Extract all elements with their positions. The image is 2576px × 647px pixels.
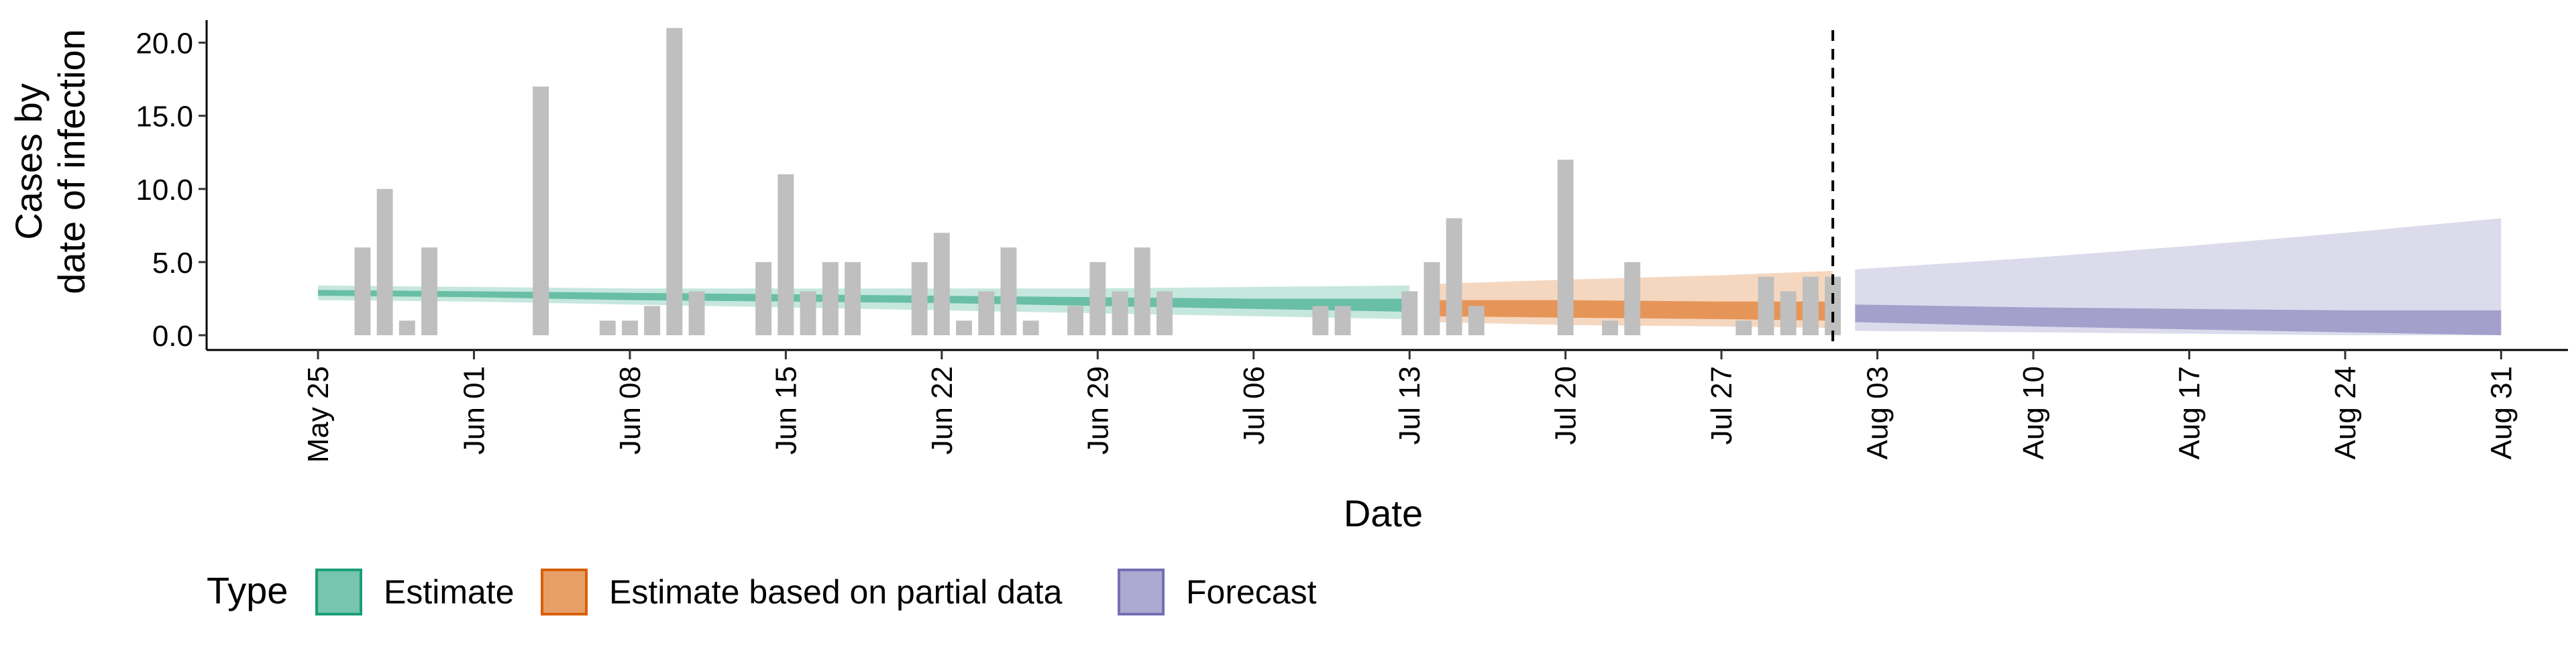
x-tick-label: Jul 13 bbox=[1393, 366, 1426, 445]
legend-label-2: Forecast bbox=[1186, 573, 1317, 611]
y-axis-label-line: date of infection bbox=[50, 29, 93, 294]
case-bar bbox=[1067, 306, 1083, 335]
case-bar bbox=[755, 261, 772, 335]
legend-key-2 bbox=[1118, 569, 1165, 615]
case-bar bbox=[533, 86, 549, 335]
x-tick-label: Aug 10 bbox=[2017, 366, 2050, 459]
legend-key-1 bbox=[541, 569, 588, 615]
case-bar bbox=[956, 320, 972, 335]
case-bar bbox=[1134, 247, 1150, 335]
x-tick-label: Aug 31 bbox=[2485, 366, 2518, 459]
x-tick-label: Jul 20 bbox=[1550, 366, 1582, 445]
y-tick-label: 20.0 bbox=[136, 27, 193, 60]
case-bar bbox=[1334, 306, 1351, 335]
case-bar bbox=[1446, 218, 1462, 335]
x-tick-label: Jun 08 bbox=[614, 366, 647, 455]
case-bar bbox=[688, 291, 705, 335]
case-bar bbox=[822, 261, 839, 335]
x-tick-label: Jun 01 bbox=[458, 366, 491, 455]
case-bar bbox=[1468, 306, 1485, 335]
case-bar bbox=[911, 261, 928, 335]
case-bar bbox=[1803, 276, 1819, 335]
x-tick-label: Jun 22 bbox=[926, 366, 959, 455]
case-bar bbox=[1089, 261, 1106, 335]
case-bar bbox=[1112, 291, 1128, 335]
case-bar bbox=[599, 320, 616, 335]
legend-title: Type bbox=[207, 569, 288, 611]
x-tick-label: Jun 15 bbox=[769, 366, 802, 455]
case-bar bbox=[777, 174, 794, 335]
legend-key-0 bbox=[315, 569, 362, 615]
case-bar bbox=[354, 247, 371, 335]
case-bar bbox=[1758, 276, 1774, 335]
reported-case-bars bbox=[354, 27, 1841, 336]
x-tick-label: Aug 24 bbox=[2329, 366, 2362, 459]
case-bar bbox=[1312, 306, 1329, 335]
case-bar bbox=[666, 27, 683, 336]
case-bar bbox=[622, 320, 638, 335]
y-tick-label: 15.0 bbox=[136, 101, 193, 133]
axes: 0.0 5.0 10.0 15.0 20.0 May 25 Jun 01 Jun 08 Jun … bbox=[136, 20, 2568, 463]
x-tick-label: Aug 03 bbox=[1862, 366, 1894, 459]
case-bar bbox=[398, 320, 415, 335]
case-bar bbox=[1735, 320, 1752, 335]
series-2-inner-band bbox=[1855, 304, 2502, 335]
case-bar bbox=[845, 261, 861, 335]
x-axis-label: Date bbox=[1344, 492, 1423, 534]
y-axis-label-line: Cases by bbox=[7, 83, 50, 239]
series-2-outer-band bbox=[1855, 218, 2502, 335]
x-tick-label: Aug 17 bbox=[2174, 366, 2206, 459]
case-bar bbox=[1424, 261, 1440, 335]
y-tick-label: 0.0 bbox=[152, 320, 193, 353]
case-bar bbox=[1022, 320, 1039, 335]
case-bar bbox=[1557, 160, 1574, 335]
legend-label-1: Estimate based on partial data bbox=[609, 573, 1063, 611]
case-bar bbox=[1157, 291, 1173, 335]
y-axis-label-text: Cases bydate of infection bbox=[7, 29, 93, 294]
case-bar bbox=[800, 291, 816, 335]
case-bar bbox=[933, 233, 950, 335]
case-bar bbox=[978, 291, 995, 335]
x-tick-label: Jul 27 bbox=[1705, 366, 1738, 445]
x-tick-label: Jul 06 bbox=[1238, 366, 1271, 445]
x-tick-label: May 25 bbox=[302, 366, 335, 463]
case-bar bbox=[1825, 276, 1841, 335]
case-bar bbox=[421, 247, 437, 335]
case-bar bbox=[1401, 291, 1418, 335]
case-bar bbox=[1602, 320, 1618, 335]
y-tick-label: 10.0 bbox=[136, 174, 193, 207]
case-bar bbox=[644, 306, 661, 335]
case-bar bbox=[1000, 247, 1017, 335]
y-axis-label: Cases bydate of infection bbox=[7, 29, 93, 294]
legend-label-0: Estimate bbox=[384, 573, 515, 611]
case-bar bbox=[376, 188, 393, 335]
y-tick-label: 5.0 bbox=[152, 247, 193, 280]
legend: Type Estimate Estimate based on partial da… bbox=[207, 569, 1317, 615]
x-tick-label: Jun 29 bbox=[1081, 366, 1114, 455]
case-bar bbox=[1780, 291, 1796, 335]
case-bar bbox=[1624, 261, 1641, 335]
